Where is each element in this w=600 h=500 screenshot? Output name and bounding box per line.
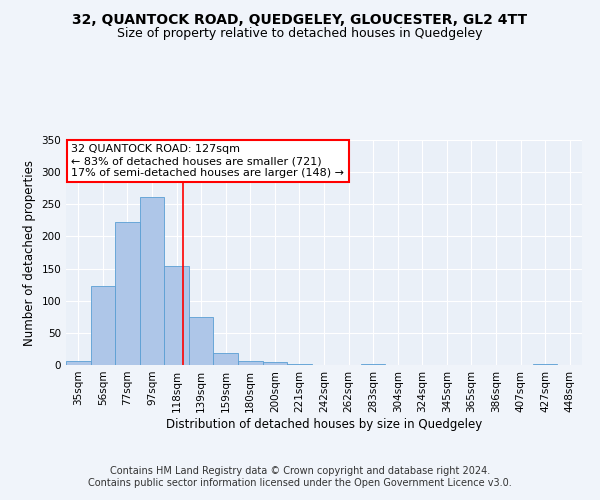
X-axis label: Distribution of detached houses by size in Quedgeley: Distribution of detached houses by size … (166, 418, 482, 430)
Bar (287, 364, 312, 365)
Y-axis label: Number of detached properties: Number of detached properties (23, 160, 36, 346)
Bar (361, 364, 385, 365)
Bar (115, 222, 140, 365)
Text: Size of property relative to detached houses in Quedgeley: Size of property relative to detached ho… (117, 28, 483, 40)
Bar (214, 353, 238, 365)
Bar (189, 317, 214, 365)
Text: Contains HM Land Registry data © Crown copyright and database right 2024.
Contai: Contains HM Land Registry data © Crown c… (88, 466, 512, 487)
Bar (263, 362, 287, 365)
Text: 32 QUANTOCK ROAD: 127sqm
← 83% of detached houses are smaller (721)
17% of semi-: 32 QUANTOCK ROAD: 127sqm ← 83% of detach… (71, 144, 344, 178)
Bar (238, 360, 263, 365)
Bar (533, 364, 557, 365)
Bar (164, 266, 189, 365)
Bar (66, 361, 91, 365)
Text: 32, QUANTOCK ROAD, QUEDGELEY, GLOUCESTER, GL2 4TT: 32, QUANTOCK ROAD, QUEDGELEY, GLOUCESTER… (73, 12, 527, 26)
Bar (91, 286, 115, 365)
Bar (140, 197, 164, 365)
